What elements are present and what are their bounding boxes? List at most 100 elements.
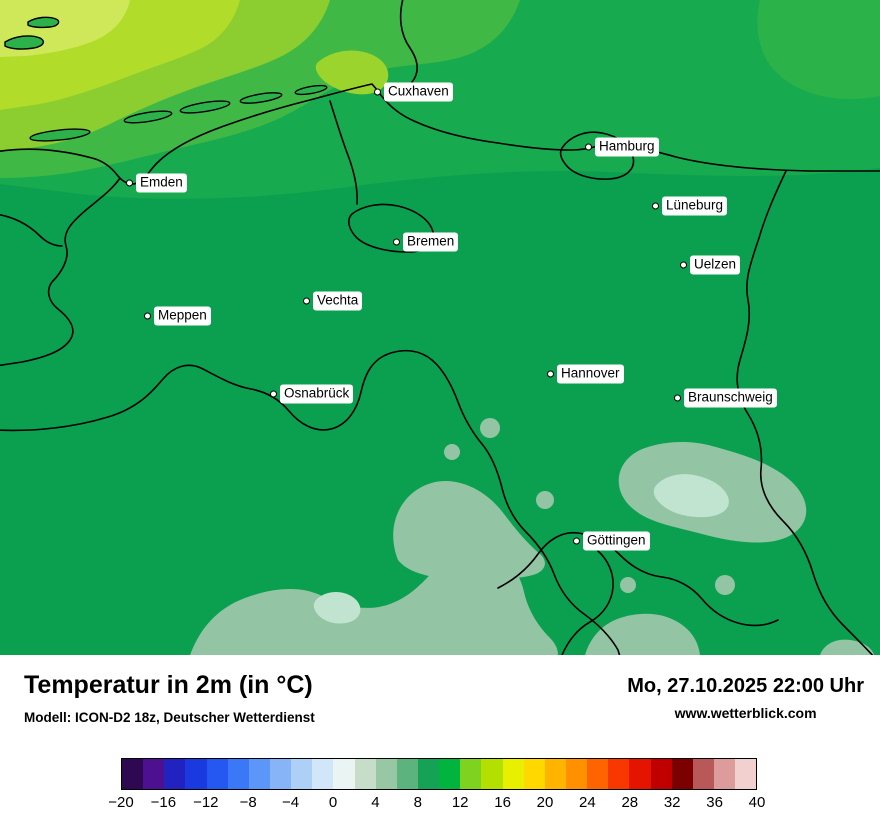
- colorbar-segment: [502, 759, 524, 789]
- schleswig-coast: [399, 0, 418, 83]
- city-dot: [585, 143, 592, 151]
- colorbar-tick: −4: [282, 794, 300, 811]
- city-marker-bremen: Bremen: [393, 232, 459, 252]
- colorbar-segment: [354, 759, 376, 789]
- city-marker-meppen: Meppen: [144, 306, 211, 326]
- city-marker-hamburg: Hamburg: [585, 137, 659, 157]
- city-label: Bremen: [403, 232, 459, 252]
- colorbar-tick: 28: [621, 794, 639, 811]
- city-label: Hamburg: [595, 137, 659, 157]
- city-marker-uelzen: Uelzen: [680, 255, 741, 275]
- colorbar-segment: [523, 759, 545, 789]
- colorbar-segment: [333, 759, 355, 789]
- city-dot: [652, 202, 659, 210]
- colorbar-segment: [206, 759, 228, 789]
- colorbar-segment: [164, 759, 186, 789]
- city-dot: [303, 297, 310, 305]
- city-dot: [573, 537, 580, 545]
- city-label: Göttingen: [583, 531, 650, 551]
- colorbar-segment: [587, 759, 609, 789]
- colorbar-segment: [417, 759, 440, 789]
- city-label: Braunschweig: [684, 388, 777, 408]
- weser-line: [329, 100, 358, 205]
- colorbar-tick: 0: [328, 794, 338, 811]
- weather-map: Cuxhaven Hamburg Emden Lüneburg Bremen Uelzen…: [0, 0, 880, 655]
- colorbar-segment: [460, 759, 482, 789]
- city-dot: [374, 88, 381, 96]
- colorbar-segment: [122, 759, 144, 789]
- colorbar-segment: [565, 759, 588, 789]
- city-marker-hannover: Hannover: [547, 364, 624, 384]
- city-dot: [547, 370, 554, 378]
- website-url: www.wetterblick.com: [674, 705, 817, 721]
- colorbar-tick: 16: [494, 794, 511, 811]
- colorbar-segment: [375, 759, 397, 789]
- colorbar-ticks: −20 −16 −12 −8 −4 0 4 8 12 16 20 24 28 32 36 40: [108, 794, 765, 814]
- city-dot: [393, 238, 400, 246]
- colorbar-segment: [692, 759, 714, 789]
- model-info: Modell: ICON-D2 18z, Deutscher Wetterdie…: [24, 710, 315, 725]
- city-dot: [270, 390, 277, 398]
- dutch-border: [0, 177, 121, 367]
- goettingen-border-2: [561, 550, 614, 655]
- city-label: Cuxhaven: [384, 82, 453, 102]
- hamburg-outline: [559, 131, 635, 180]
- colorbar-segment: [713, 759, 736, 789]
- colorbar-segments: [121, 758, 757, 790]
- colorbar-segment: [629, 759, 651, 789]
- map-footer: Temperatur in 2m (in °C) Modell: ICON-D2…: [0, 655, 880, 830]
- colorbar-tick: 20: [536, 794, 554, 811]
- colorbar-segment: [481, 759, 503, 789]
- colorbar-segment: [439, 759, 461, 789]
- colorbar-tick: −16: [150, 794, 177, 811]
- colorbar-segment: [227, 759, 249, 789]
- city-dot: [680, 261, 687, 269]
- city-label: Uelzen: [690, 255, 741, 275]
- colorbar-segment: [608, 759, 630, 789]
- colorbar-segment: [185, 759, 207, 789]
- colorbar-segment: [671, 759, 693, 789]
- city-marker-lneburg: Lüneburg: [652, 196, 728, 216]
- city-label: Osnabrück: [280, 384, 354, 404]
- colorbar-tick: 32: [663, 794, 681, 811]
- colorbar-segment: [312, 759, 334, 789]
- forecast-datetime: Mo, 27.10.2025 22:00 Uhr: [627, 675, 864, 697]
- city-label: Meppen: [154, 306, 211, 326]
- colorbar-segment: [544, 759, 566, 789]
- footer-right-column: Mo, 27.10.2025 22:00 Uhr www.wetterblick…: [627, 675, 864, 721]
- colorbar-tick: 8: [413, 794, 422, 811]
- colorbar-segment: [650, 759, 672, 789]
- cool-region: [190, 418, 874, 655]
- colorbar-segment: [396, 759, 418, 789]
- city-marker-braunschweig: Braunschweig: [674, 388, 777, 408]
- coastal-islands: [4, 16, 328, 142]
- city-label: Lüneburg: [662, 196, 728, 216]
- colorbar-segment: [143, 759, 165, 789]
- colorbar-tick: 4: [371, 794, 380, 811]
- colorbar-tick: 36: [706, 794, 723, 811]
- city-marker-cuxhaven: Cuxhaven: [374, 82, 453, 102]
- city-marker-gttingen: Göttingen: [573, 531, 650, 551]
- colorbar-tick: 40: [748, 794, 766, 811]
- city-label: Emden: [136, 173, 187, 193]
- colorbar-segment: [291, 759, 313, 789]
- colorbar-tick: 12: [451, 794, 469, 811]
- colorbar-segment: [248, 759, 270, 789]
- city-label: Hannover: [557, 364, 624, 384]
- city-dot: [674, 394, 681, 402]
- colorbar-tick: −20: [108, 794, 134, 811]
- eastern-border: [736, 170, 874, 655]
- colorbar-tick: 24: [579, 794, 596, 811]
- colorbar-tick: −8: [239, 794, 257, 811]
- colorbar-tick: −12: [193, 794, 219, 811]
- city-dot: [126, 179, 133, 187]
- goettingen-border: [497, 531, 779, 627]
- city-marker-emden: Emden: [126, 173, 187, 193]
- colorbar-segment: [735, 759, 757, 789]
- northeast-corner-region: [757, 0, 880, 99]
- southern-border: [0, 349, 621, 655]
- city-label: Vechta: [313, 291, 363, 311]
- city-marker-osnabrck: Osnabrück: [270, 384, 354, 404]
- dutch-border-spur: [0, 214, 63, 247]
- colorbar-segment: [269, 759, 292, 789]
